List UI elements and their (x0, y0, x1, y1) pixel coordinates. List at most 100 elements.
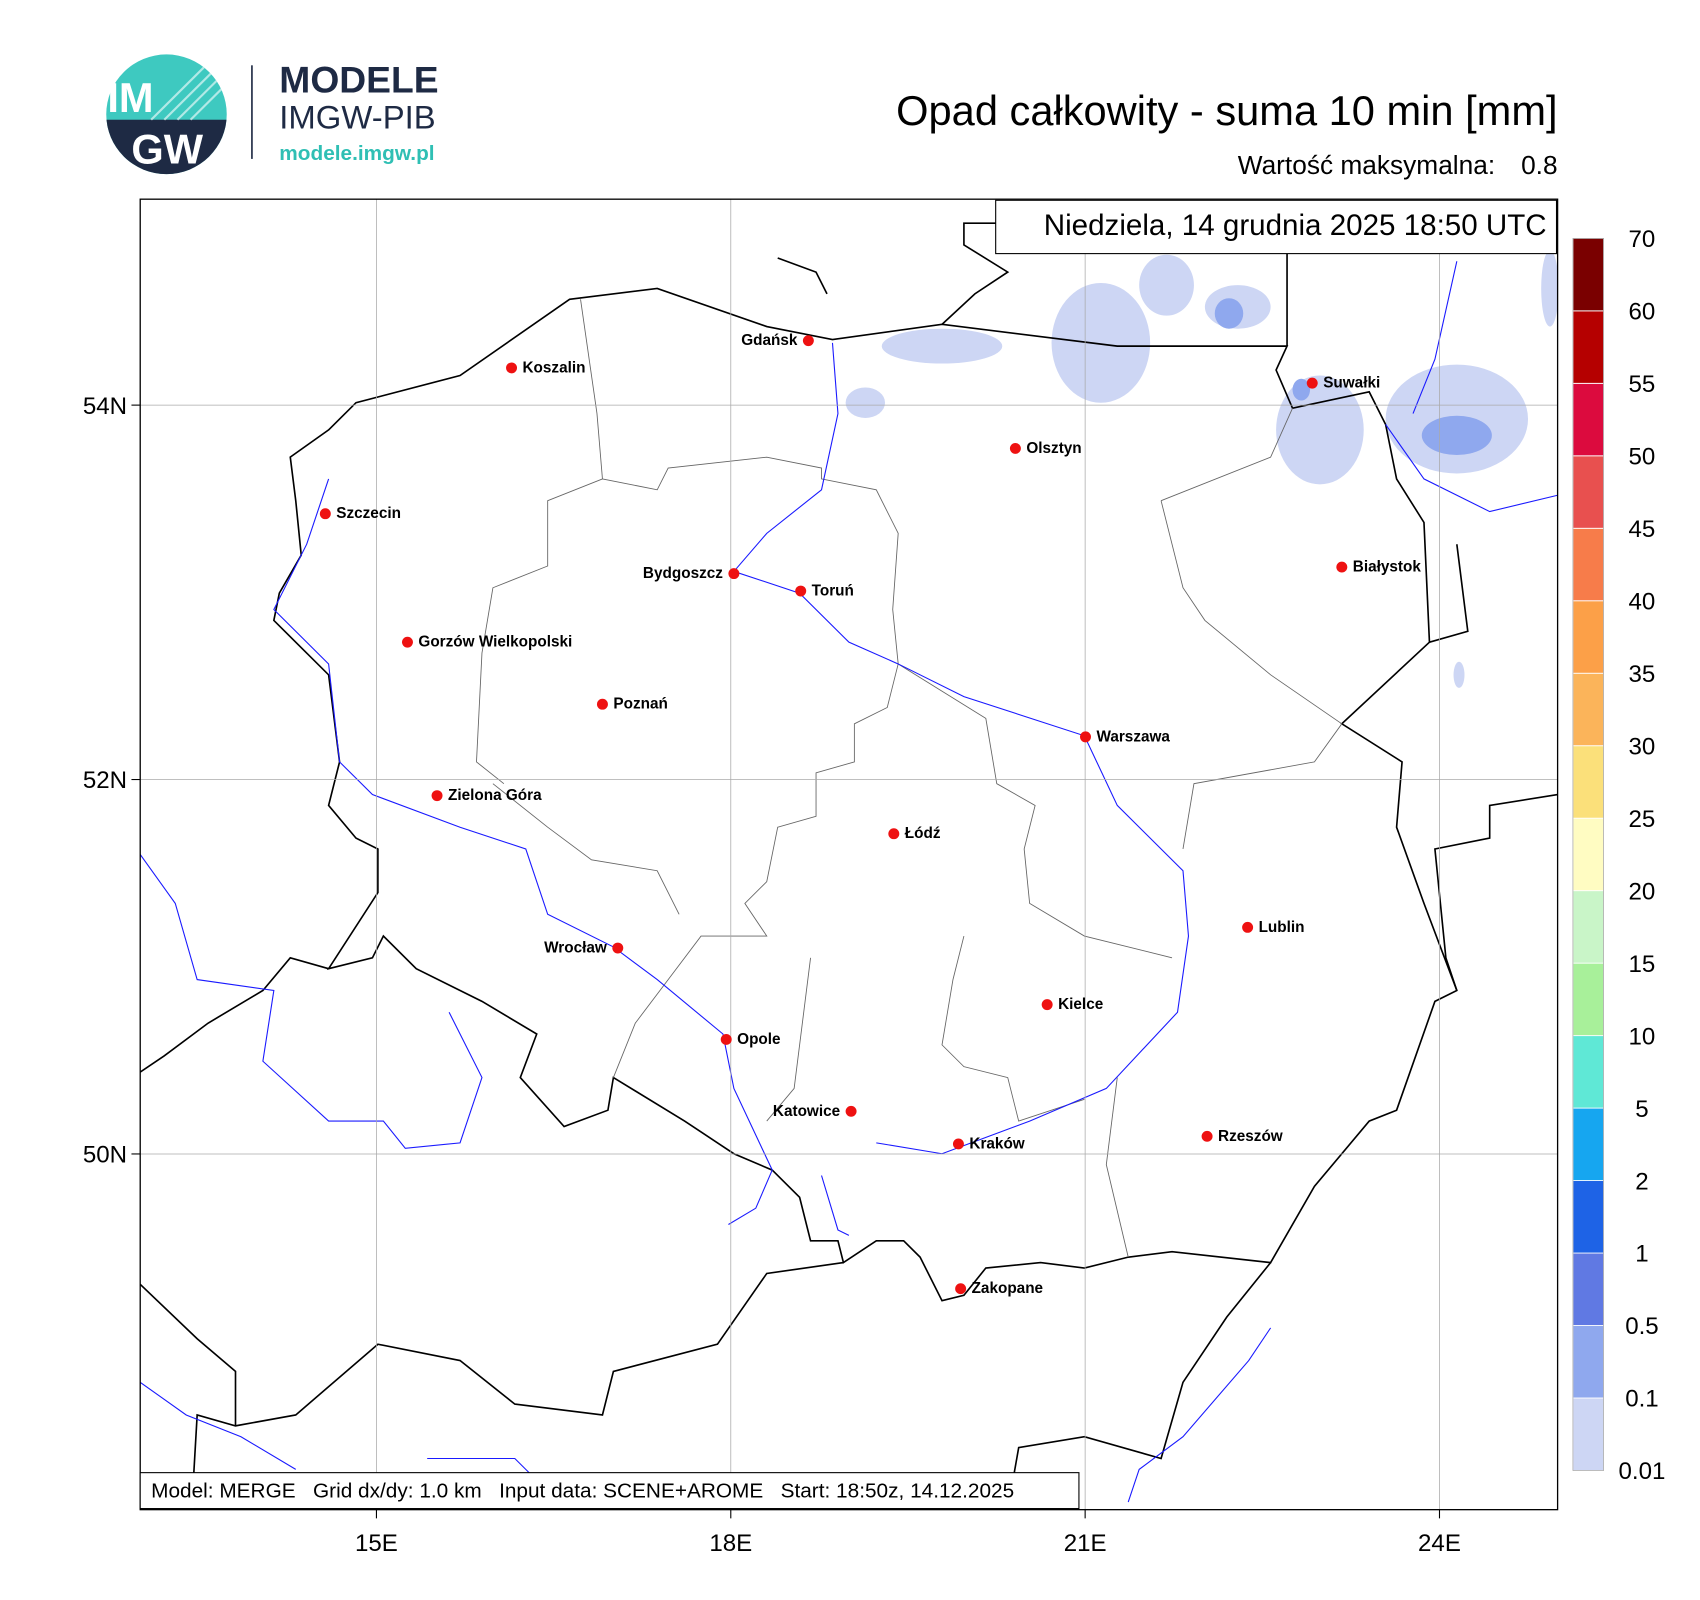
colorbar-label: 40 (1629, 589, 1656, 616)
city-label: Katowice (773, 1103, 840, 1120)
title: Opad całkowity - suma 10 min [mm] (896, 87, 1557, 134)
city-label: Toruń (812, 583, 854, 600)
y-tick-label: 50N (83, 1142, 127, 1169)
city-label: Kielce (1058, 996, 1103, 1013)
city-label: Lublin (1259, 919, 1305, 936)
logo-text: IM (107, 74, 153, 121)
footer: Model: MERGE Grid dx/dy: 1.0 km Input da… (151, 1480, 1014, 1503)
colorbar-label: 0.1 (1625, 1386, 1658, 1413)
colorbar-label: 1 (1635, 1241, 1648, 1268)
colorbar-label: 20 (1629, 878, 1656, 905)
city-label: Suwałki (1323, 375, 1380, 392)
max-value: 0.8 (1521, 150, 1558, 180)
brand: MODELE (279, 59, 438, 101)
colorbar-box (1572, 455, 1605, 529)
colorbar-box (1572, 1252, 1605, 1326)
city-label: Kraków (969, 1135, 1024, 1152)
colorbar-box (1572, 527, 1605, 602)
colorbar-box (1572, 382, 1605, 457)
city-label: Zakopane (972, 1280, 1043, 1297)
y-tick-label: 54N (83, 393, 127, 420)
city-label: Gorzów Wielkopolski (418, 634, 572, 651)
colorbar-label: 60 (1629, 299, 1656, 326)
map-area (140, 199, 1558, 1510)
colorbar-label: 55 (1629, 371, 1656, 398)
city-label: Poznań (613, 696, 667, 713)
city-marker (506, 362, 518, 374)
city-marker (728, 568, 740, 580)
colorbar-frame (1572, 238, 1604, 1471)
y-tick-label: 52N (83, 767, 127, 794)
city-marker (1306, 377, 1318, 389)
city-label: Bydgoszcz (643, 565, 723, 582)
city-marker (1201, 1130, 1213, 1142)
colorbar-label: 0.5 (1625, 1313, 1658, 1340)
city-marker (401, 636, 413, 648)
city-marker (596, 698, 608, 710)
x-tick-label: 24E (1418, 1530, 1461, 1557)
url: modele.imgw.pl (279, 142, 434, 165)
colorbar-label: 2 (1635, 1168, 1648, 1195)
city-label: Gdańsk (741, 332, 798, 349)
city-label: Szczecin (336, 505, 401, 522)
city-marker (955, 1283, 967, 1295)
colorbar-box (1572, 672, 1605, 747)
city-marker (1242, 921, 1254, 933)
city-label: Olsztyn (1026, 440, 1081, 457)
map-frame (139, 198, 1559, 1511)
colorbar-label: 25 (1629, 806, 1656, 833)
city-label: Łódź (905, 825, 941, 842)
city-marker (612, 942, 624, 954)
x-tick-label: 21E (1064, 1530, 1107, 1557)
colorbar-label: 0.01 (1618, 1458, 1665, 1485)
city-marker (1009, 442, 1021, 454)
colorbar-box (1572, 817, 1605, 892)
neighbour-borders (140, 206, 1558, 1510)
colorbar-box (1572, 1325, 1605, 1399)
footer-box (139, 1472, 1080, 1510)
colorbar-box (1572, 310, 1605, 384)
city-marker (1336, 561, 1348, 573)
colorbar-label: 45 (1629, 516, 1656, 543)
colorbar-label: 35 (1629, 661, 1656, 688)
city-marker (888, 828, 900, 840)
colorbar-box (1572, 1397, 1605, 1471)
city-label: Opole (737, 1031, 780, 1048)
logo-text: GW (131, 125, 203, 172)
city-marker (845, 1105, 857, 1117)
date: Niedziela, 14 grudnia 2025 18:50 UTC (1044, 209, 1547, 242)
colorbar-box (1572, 890, 1605, 964)
colorbar-box (1572, 1180, 1605, 1254)
colorbar-box (1572, 1035, 1605, 1109)
city-label: Warszawa (1096, 728, 1170, 745)
city-marker (802, 335, 814, 347)
logo: IM GW (106, 54, 227, 175)
colorbar-box (1572, 745, 1605, 819)
city-label: Koszalin (522, 359, 585, 376)
city-marker (1041, 999, 1053, 1011)
colorbar-box (1572, 237, 1605, 312)
city-marker (319, 508, 331, 520)
city-marker (720, 1034, 732, 1045)
city-label: Białystok (1353, 559, 1422, 576)
date-box (995, 199, 1558, 255)
city-label: Wrocław (544, 940, 607, 957)
colorbar-box (1572, 962, 1605, 1037)
colorbar-label: 30 (1629, 733, 1656, 760)
colorbar-label: 10 (1629, 1023, 1656, 1050)
city-marker (431, 790, 443, 802)
x-tick-label: 18E (709, 1530, 752, 1557)
city-marker (1080, 731, 1091, 743)
city-label: Zielona Góra (448, 787, 542, 804)
colorbar-box (1572, 600, 1605, 674)
city-label: Rzeszów (1218, 1128, 1283, 1145)
colorbar-label: 5 (1635, 1096, 1648, 1123)
city-marker (795, 585, 807, 597)
colorbar-label: 70 (1629, 226, 1656, 253)
x-tick-label: 15E (355, 1530, 398, 1557)
precipitation (845, 250, 1558, 688)
rivers (140, 261, 1558, 1503)
org: IMGW-PIB (279, 99, 435, 136)
city-marker (952, 1138, 964, 1150)
